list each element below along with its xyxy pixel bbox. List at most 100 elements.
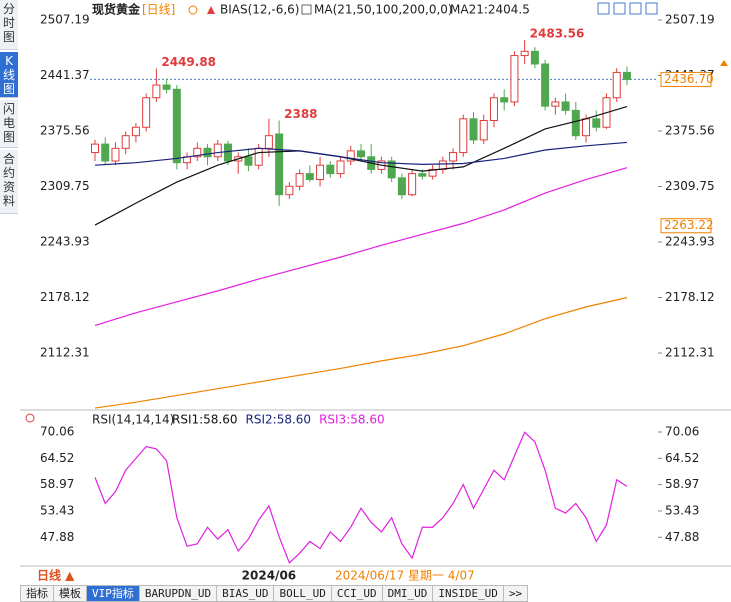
icon[interactable]	[629, 2, 642, 15]
icon[interactable]	[597, 2, 610, 15]
rsi-tick-label: 64.52	[40, 451, 74, 465]
ma-line	[94, 106, 628, 226]
candle-body	[510, 55, 519, 103]
y-tick-label: 2375.56	[40, 123, 90, 137]
ma-label: MA(21,50,100,200,0,0)	[314, 3, 453, 17]
extreme-label: 2449.88	[161, 55, 216, 69]
candle-body	[469, 118, 478, 141]
rsi-tick-label: 47.88	[665, 530, 699, 544]
candle-body	[203, 147, 212, 158]
icon	[25, 413, 35, 423]
candle-body	[295, 173, 304, 187]
candle-body	[336, 160, 345, 175]
candle-body	[254, 147, 263, 166]
plot: 2507.192507.192441.372441.372375.562375.…	[40, 12, 728, 583]
y-tick-label: 2309.75	[40, 179, 90, 193]
candle-body	[91, 143, 99, 154]
rsi-tick-label: 64.52	[665, 451, 699, 465]
bottom-tab[interactable]: DMI_UD	[382, 585, 434, 602]
extreme-label: 2388	[284, 107, 317, 121]
icon	[207, 6, 215, 14]
side-tab[interactable]: 闪电图	[0, 100, 18, 148]
rsi-series-label: RSI3:58.60	[319, 413, 385, 427]
rsi-tick-label: 58.97	[665, 477, 699, 491]
icon[interactable]	[188, 5, 198, 15]
bottom-tab[interactable]: CCI_UD	[331, 585, 383, 602]
rsi-label: RSI(14,14,14)	[92, 413, 174, 427]
candle-body	[101, 143, 110, 162]
candle-body	[489, 97, 498, 122]
rsi-series-label: RSI1:58.60	[172, 413, 238, 427]
candle-body	[551, 101, 560, 107]
candle-body	[193, 147, 202, 158]
bottom-tab[interactable]: >>	[503, 585, 529, 602]
price-box-label: 2436.70	[664, 72, 714, 86]
bottom-tab[interactable]: BOLL_UD	[274, 585, 332, 602]
price-box	[660, 218, 712, 234]
bottom-tab[interactable]: INSIDE_UD	[433, 585, 504, 602]
candle-body	[213, 143, 222, 158]
status: 2024/06/17 星期一 4/07	[335, 569, 475, 583]
y2-tick-label: 2375.56	[665, 123, 715, 137]
rsi-tick-label: 53.43	[40, 503, 74, 517]
icon[interactable]	[613, 2, 626, 15]
y2-tick-label: 2112.31	[665, 346, 715, 360]
y-tick-label: 2178.12	[40, 290, 90, 304]
ma21-label: MA21:2404.5	[450, 3, 530, 17]
candle-body	[530, 50, 539, 65]
icon[interactable]	[645, 2, 658, 15]
rsi-tick-label: 70.06	[665, 425, 699, 439]
candle-body	[326, 164, 335, 175]
candle-body	[121, 135, 130, 149]
candle-body	[244, 156, 253, 166]
price-box	[660, 71, 712, 87]
candle-body	[346, 150, 355, 162]
candle-body	[172, 88, 181, 164]
candle-body	[356, 150, 365, 158]
chart-title: 现货黄金	[92, 2, 141, 17]
candle-body	[428, 168, 437, 177]
candle-body	[520, 50, 529, 57]
price-box-label: 2263.22	[664, 218, 714, 232]
candle-body	[387, 160, 396, 179]
icon	[720, 60, 728, 66]
bottom-tabs: 指标 模板 VIP指标 BARUPDN_UD BIAS_UD BOLL_UD CCI_UD D…	[20, 585, 529, 602]
icon	[301, 4, 312, 15]
rsi-tick-label: 53.43	[665, 503, 699, 517]
period: [日线]	[142, 3, 175, 17]
y2-tick-label: 2178.12	[665, 290, 715, 304]
candle-body	[152, 84, 161, 99]
candle-body	[459, 118, 468, 154]
rsi-tick-label: 47.88	[40, 530, 74, 544]
y2-tick-label: 2507.19	[665, 12, 715, 26]
candle-body	[571, 109, 580, 137]
candle-body	[275, 133, 284, 196]
candle-body	[131, 126, 140, 137]
bottom-tab[interactable]: BARUPDN_UD	[139, 585, 218, 602]
candle-body	[285, 185, 294, 196]
rsi-line	[94, 431, 628, 564]
period-button[interactable]: 日线 ▲	[37, 568, 75, 583]
candle-body	[592, 118, 601, 128]
background	[20, 0, 731, 584]
bottom-tab[interactable]: 指标	[20, 585, 54, 602]
bottom-tab[interactable]: VIP指标	[87, 585, 140, 602]
candle-body	[541, 63, 550, 107]
y-tick-label: 2243.93	[40, 235, 90, 249]
rsi-tick-label: 70.06	[40, 425, 74, 439]
candle-body	[316, 164, 325, 181]
y-tick-label: 2112.31	[40, 346, 90, 360]
bottom-tab[interactable]: 模板	[54, 585, 87, 602]
bottom-tab[interactable]: BIAS_UD	[217, 585, 275, 602]
candle-body	[561, 101, 570, 111]
candle-body	[582, 118, 591, 137]
side-tab[interactable]: 合约资料	[0, 150, 18, 214]
side-tab[interactable]: 分时图	[0, 0, 18, 50]
candle-body	[612, 71, 621, 99]
toolbar-icons[interactable]	[597, 2, 658, 15]
rsi-tick-label: 58.97	[40, 477, 74, 491]
side-tab[interactable]: K线图	[0, 52, 18, 98]
candle-body	[162, 84, 171, 90]
